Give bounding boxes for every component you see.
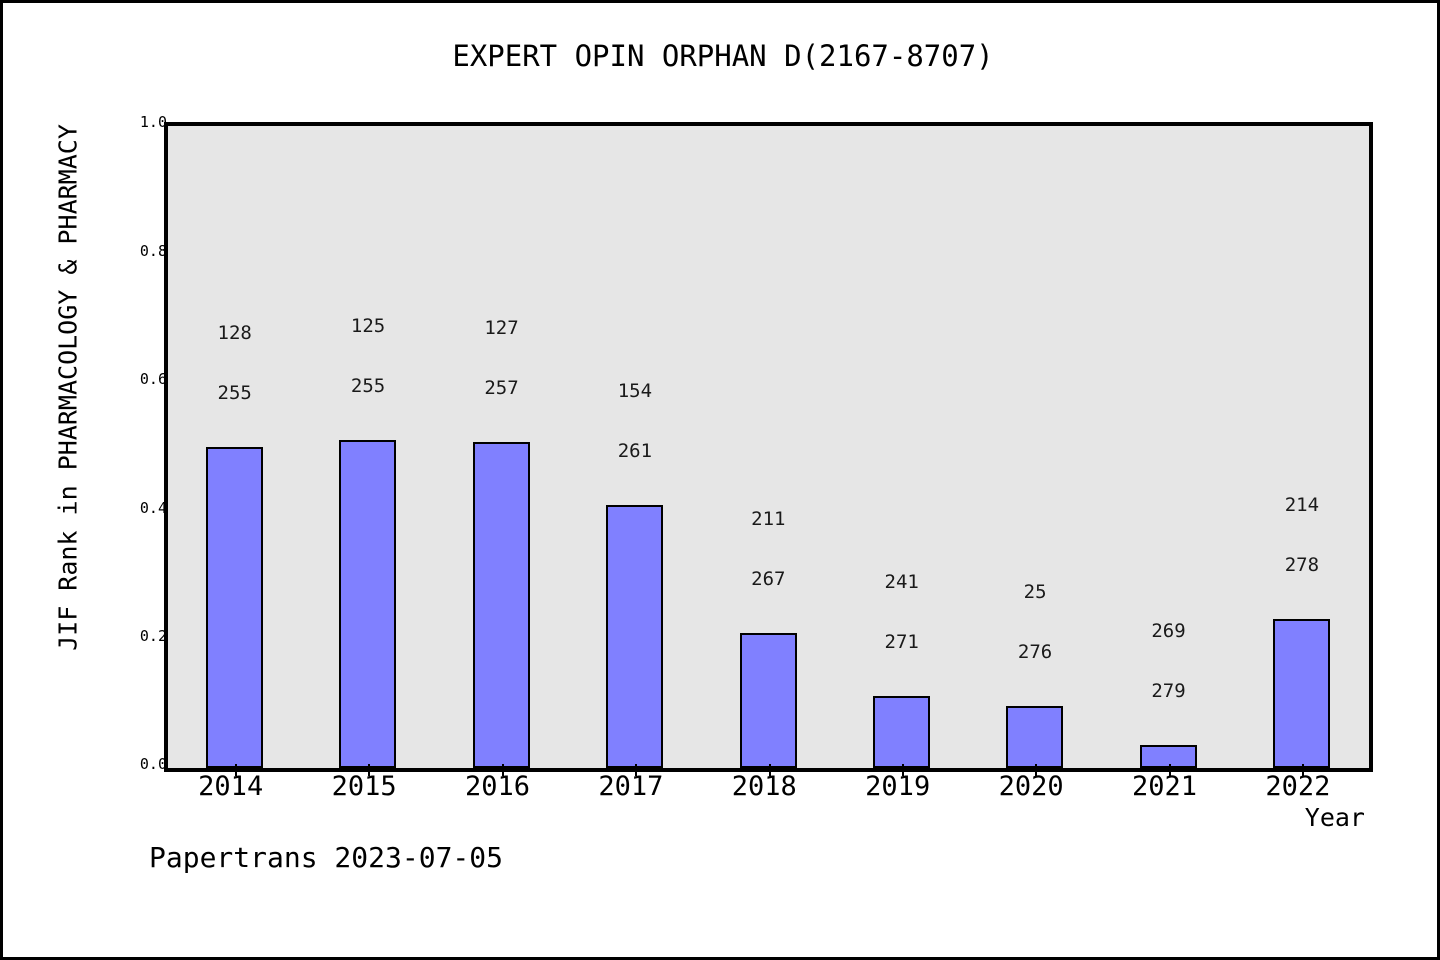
bar-annotation-rank: 127 bbox=[484, 317, 519, 339]
bar-group-2019: 241 271 bbox=[835, 126, 968, 768]
bar-group-2015: 125 255 bbox=[301, 126, 434, 768]
bar-group-2016: 127 257 bbox=[435, 126, 568, 768]
x-tick-label-2021: 2021 bbox=[1131, 771, 1197, 802]
bar-annotation-rank: 214 bbox=[1284, 494, 1320, 516]
bar-group-2018: 211 267 bbox=[702, 126, 835, 768]
x-axis-label: Year bbox=[1304, 803, 1365, 832]
x-tick-mark-5 bbox=[902, 764, 904, 776]
x-tick-label-2020: 2020 bbox=[998, 771, 1064, 802]
bar-annotation-2018: 211 267 bbox=[702, 469, 835, 629]
bar-annotation-rank: 154 bbox=[617, 380, 653, 402]
y-tick-label-0.4: 0.4 bbox=[139, 499, 167, 517]
bar-annotation-2020: 25 276 bbox=[968, 542, 1101, 702]
bar-annotation-total: 271 bbox=[884, 631, 919, 653]
bar-annotation-2019: 241 271 bbox=[835, 532, 968, 692]
bar-annotation-total: 261 bbox=[617, 440, 653, 462]
x-tick-label-2015: 2015 bbox=[331, 771, 397, 802]
bar-annotation-total: 267 bbox=[751, 568, 786, 590]
bars-layer: 128 255 125 255 127 257 bbox=[168, 126, 1369, 768]
bar-2021[interactable] bbox=[1139, 745, 1197, 768]
bar-annotation-rank: 211 bbox=[751, 508, 786, 530]
x-tick-label-2017: 2017 bbox=[598, 771, 664, 802]
y-tick-label-0.0: 0.0 bbox=[139, 755, 167, 773]
bar-annotation-total: 255 bbox=[350, 375, 386, 397]
bar-annotation-rank: 128 bbox=[217, 322, 252, 344]
bar-group-2020: 25 276 bbox=[968, 126, 1101, 768]
bar-2018[interactable] bbox=[739, 633, 797, 768]
x-tick-label-2014: 2014 bbox=[198, 771, 264, 802]
bar-annotation-rank: 125 bbox=[350, 315, 386, 337]
bar-annotation-2016: 127 257 bbox=[435, 278, 568, 438]
bar-annotation-2014: 128 255 bbox=[168, 283, 301, 443]
x-tick-mark-7 bbox=[1169, 764, 1171, 776]
bar-2020[interactable] bbox=[1006, 706, 1064, 768]
bar-annotation-2021: 269 279 bbox=[1102, 581, 1235, 741]
x-tick-label-2022: 2022 bbox=[1265, 771, 1331, 802]
bar-annotation-rank: 25 bbox=[1023, 581, 1047, 603]
bar-group-2014: 128 255 bbox=[168, 126, 301, 768]
x-tick-mark-6 bbox=[1035, 764, 1037, 776]
footer-note: Papertrans 2023-07-05 bbox=[149, 841, 504, 874]
x-tick-label-2019: 2019 bbox=[865, 771, 931, 802]
bar-2014[interactable] bbox=[206, 447, 263, 768]
bar-2016[interactable] bbox=[472, 442, 530, 768]
x-tick-mark-3 bbox=[635, 764, 637, 776]
bar-annotation-total: 257 bbox=[484, 377, 519, 399]
x-tick-mark-4 bbox=[769, 764, 771, 776]
bar-2019[interactable] bbox=[873, 696, 930, 768]
x-tick-label-2016: 2016 bbox=[464, 771, 530, 802]
bar-2017[interactable] bbox=[606, 505, 664, 768]
y-tick-label-0.2: 0.2 bbox=[139, 627, 167, 645]
bar-annotation-total: 278 bbox=[1284, 554, 1320, 576]
x-tick-mark-2 bbox=[502, 764, 504, 776]
bar-annotation-total: 279 bbox=[1151, 680, 1186, 702]
bar-2022[interactable] bbox=[1273, 619, 1331, 768]
y-tick-label-1.0: 1.0 bbox=[139, 113, 167, 131]
bar-annotation-2015: 125 255 bbox=[301, 276, 434, 436]
bar-annotation-total: 276 bbox=[1017, 641, 1053, 663]
chart-title: EXPERT OPIN ORPHAN D(2167-8707) bbox=[452, 39, 994, 73]
bar-group-2017: 154 261 bbox=[568, 126, 701, 768]
bar-annotation-2022: 214 278 bbox=[1235, 455, 1368, 615]
plot-area: 128 255 125 255 127 257 bbox=[164, 122, 1373, 772]
bar-annotation-rank: 269 bbox=[1151, 620, 1186, 642]
bar-2015[interactable] bbox=[339, 440, 397, 768]
x-tick-label-2018: 2018 bbox=[731, 771, 797, 802]
x-tick-mark-1 bbox=[368, 764, 370, 776]
x-tick-mark-8 bbox=[1302, 764, 1304, 776]
bar-group-2021: 269 279 bbox=[1102, 126, 1235, 768]
y-tick-label-0.6: 0.6 bbox=[139, 370, 167, 388]
x-tick-mark-0 bbox=[235, 764, 237, 776]
bar-group-2022: 214 278 bbox=[1235, 126, 1368, 768]
y-axis-label: JIF Rank in PHARMACOLOGY & PHARMACY bbox=[53, 124, 83, 651]
bar-annotation-rank: 241 bbox=[884, 571, 919, 593]
bar-annotation-total: 255 bbox=[217, 382, 252, 404]
bar-annotation-2017: 154 261 bbox=[568, 341, 701, 501]
y-tick-label-0.8: 0.8 bbox=[139, 242, 167, 260]
